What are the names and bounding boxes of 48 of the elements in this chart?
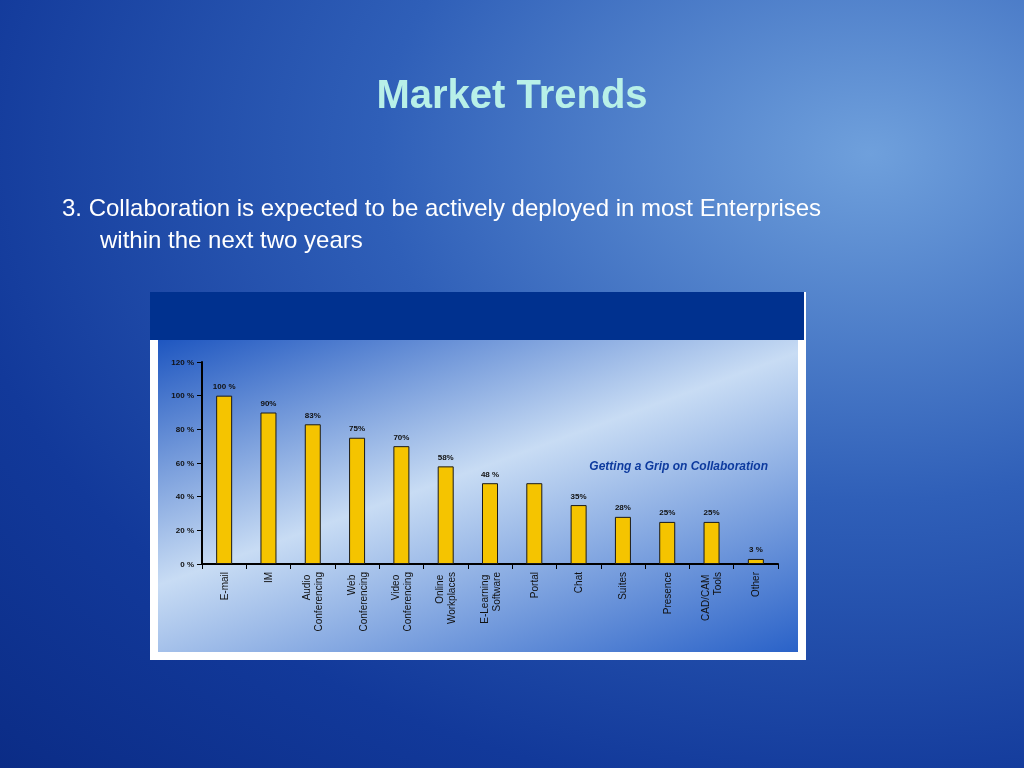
data-label: 70% [393,432,410,442]
chart-subtitle: 3. Collaboration is expected to be actively deployed in most Enterprises within the next two years [62,193,823,255]
x-tick-label: Suites [617,572,629,600]
x-tick-label: CAD/CAM Tools [700,572,724,621]
bar [614,516,631,564]
bar [304,424,321,564]
x-tick-label: Other [750,571,762,598]
bar [216,395,233,564]
x-tick-label: IM [262,572,274,584]
data-label: 25% [703,508,720,518]
annotation: Getting a Grip on Collaboration [589,459,769,473]
bar [349,437,366,564]
data-label: 75% [349,424,366,434]
data-label: 58% [437,452,454,462]
y-tick-label: 20 % [175,525,194,535]
x-tick-label: Presence [661,571,673,615]
x-tick-label: E-Learning Software [478,571,502,624]
bar [260,412,277,564]
data-label: 100 % [212,382,236,392]
data-label: 90% [260,399,277,408]
bar [437,466,454,564]
y-tick-label: 0 % [180,559,194,569]
y-tick-label: 40 % [175,492,194,502]
data-label: 25% [659,508,676,518]
bar [659,521,676,564]
x-tick-label: E-mail [218,572,230,601]
y-tick-label: 80 % [175,424,194,434]
x-tick-label: Video Conferencing [389,572,413,632]
x-tick-label: Chat [573,571,585,594]
x-tick-label: Audio Conferencing [301,572,325,632]
x-tick-label: Portal [528,572,540,599]
data-label: 3 % [748,545,763,555]
bar [482,483,498,564]
y-tick-label: 100 % [171,391,194,401]
chart-title: Market Trends [375,72,649,117]
bar [703,521,720,564]
bar [526,483,543,564]
y-tick-label: 120 % [171,357,194,367]
data-label: 28% [614,503,631,513]
y-tick-label: 60 % [175,458,194,468]
x-tick-label: Web Conferencing [345,572,369,632]
bar [570,505,587,564]
data-label: 83% [304,410,321,420]
bar [747,558,764,564]
bar [393,446,410,564]
x-tick-label: Online Workplaces [434,572,458,625]
data-label: 35% [570,491,587,501]
data-label: 48 % [480,469,500,479]
